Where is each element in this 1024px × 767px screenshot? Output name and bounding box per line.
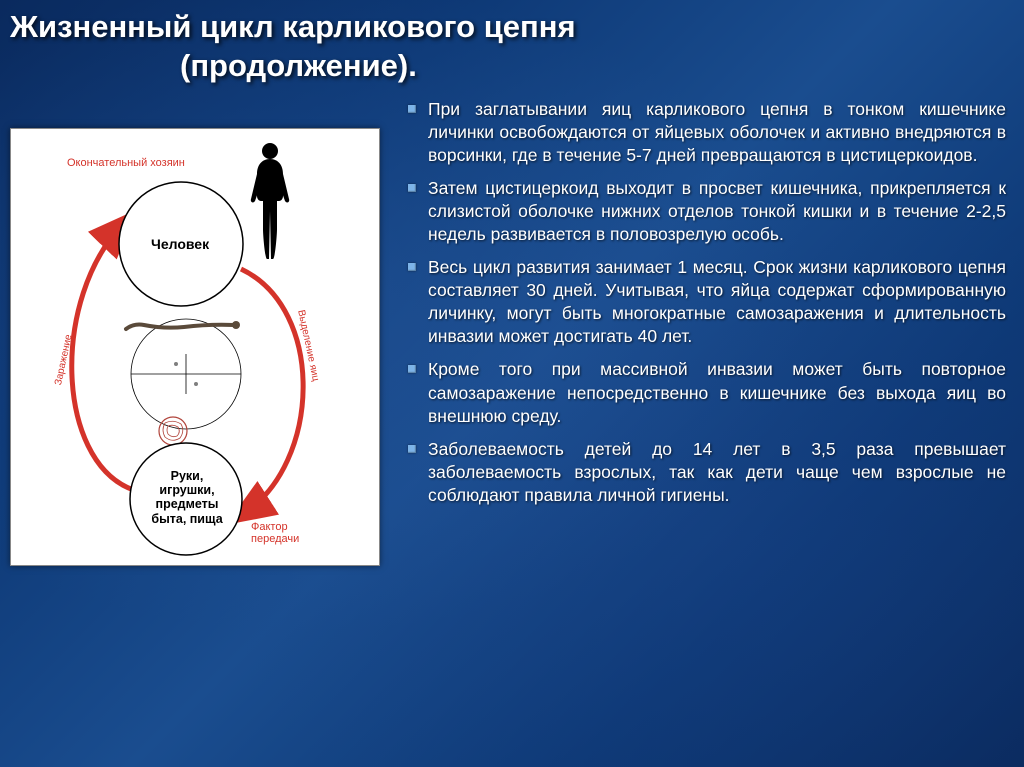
slide-title: Жизненный цикл карликового цепня (продол… (4, 8, 1006, 86)
diagram-column: Окончательный хозяин Человек Заражение В… (4, 98, 384, 566)
bullet-list: При заглатывании яиц карликового цепня в… (402, 98, 1006, 508)
top-node-label: Человек (151, 236, 209, 252)
list-item: Затем цистицеркоид выходит в просвет киш… (402, 177, 1006, 246)
list-item: При заглатывании яиц карликового цепня в… (402, 98, 1006, 167)
list-item: Весь цикл развития занимает 1 месяц. Сро… (402, 256, 1006, 348)
title-line2: (продолжение). (10, 47, 1006, 86)
list-item: Заболеваемость детей до 14 лет в 3,5 раз… (402, 438, 1006, 507)
lifecycle-diagram: Окончательный хозяин Человек Заражение В… (10, 128, 380, 566)
bottom-node-label: Руки, игрушки, предметы быта, пища (151, 469, 223, 527)
content-row: Окончательный хозяин Человек Заражение В… (4, 98, 1006, 566)
host-label: Окончательный хозяин (67, 157, 185, 169)
list-item: Кроме того при массивной инвазии может б… (402, 358, 1006, 427)
factor-label: Фактор передачи (251, 521, 299, 545)
text-column: При заглатывании яиц карликового цепня в… (402, 98, 1006, 566)
title-line1: Жизненный цикл карликового цепня (10, 9, 576, 44)
